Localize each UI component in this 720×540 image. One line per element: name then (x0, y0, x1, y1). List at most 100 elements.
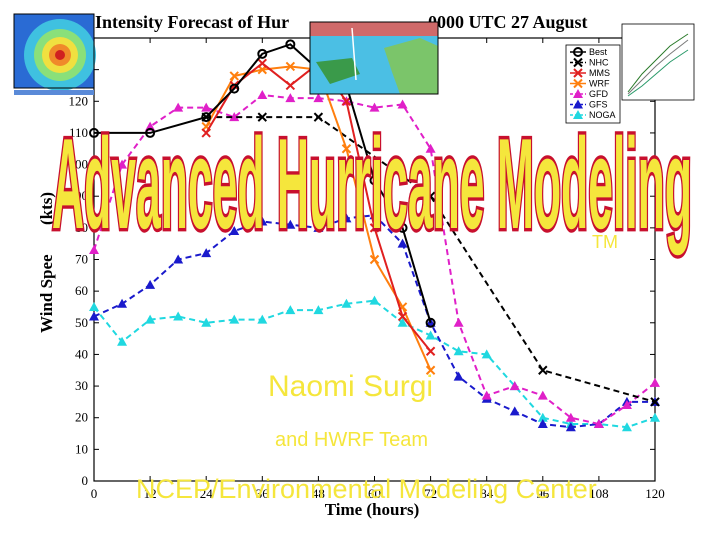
legend-item: WRF (570, 79, 610, 89)
data-point (313, 222, 324, 232)
data-point (257, 314, 268, 324)
data-point (257, 48, 268, 59)
data-point (201, 128, 211, 138)
data-point (173, 102, 184, 112)
legend-label: MMS (589, 68, 610, 78)
data-point (117, 159, 128, 169)
y-tick-label: 120 (69, 93, 89, 108)
data-point (369, 295, 380, 305)
track-error-inset (621, 23, 695, 101)
series-line (206, 116, 656, 403)
y-axis-label: Wind Spee (37, 254, 56, 333)
x-tick-label: 12 (144, 486, 157, 501)
data-point (425, 365, 436, 375)
x-tick-label: 84 (480, 486, 494, 501)
legend-label: NHC (589, 58, 609, 68)
data-point (369, 102, 380, 112)
trademark-mark: TM (592, 232, 618, 252)
data-point (173, 311, 184, 321)
legend-label: GFD (589, 89, 608, 99)
x-tick-label: 96 (536, 486, 550, 501)
data-point (650, 377, 660, 387)
data-point (397, 99, 408, 109)
data-point (481, 349, 492, 359)
data-point (117, 298, 128, 308)
data-point (89, 311, 99, 321)
data-point (481, 390, 492, 400)
legend-item: GFD (570, 89, 608, 99)
legend-marker (573, 99, 583, 109)
team-credit: and HWRF Team (275, 429, 429, 451)
organization-name: NCEP/Environmental Modeling Center (136, 474, 597, 504)
data-point (229, 226, 240, 236)
x-tick-label: 36 (256, 486, 270, 501)
data-point (313, 93, 324, 103)
y-axis-label-units: (kts) (37, 192, 56, 225)
data-point (257, 112, 268, 122)
data-point (565, 422, 576, 432)
y-tick-label: 40 (75, 346, 88, 361)
legend-marker (573, 68, 583, 78)
data-point (313, 112, 324, 122)
x-tick-label: 48 (312, 486, 325, 501)
x-tick-label: 60 (368, 486, 381, 501)
track-map-inset (309, 21, 439, 95)
data-point (201, 102, 212, 112)
data-point (285, 305, 296, 315)
data-point (509, 381, 520, 391)
legend-marker (573, 57, 583, 68)
x-axis-label: Time (hours) (325, 500, 420, 519)
data-point (453, 317, 464, 327)
data-point (397, 238, 408, 248)
data-point (145, 121, 156, 131)
legend-marker (573, 89, 583, 98)
data-point (397, 311, 408, 322)
data-point (89, 245, 99, 255)
data-point (425, 317, 436, 328)
presenter-name: Naomi Surgi (268, 370, 434, 403)
chart-title: Intensity Forecast of Hur (95, 12, 289, 32)
y-tick-label: 60 (75, 283, 88, 298)
legend-label: NOGA (589, 110, 616, 120)
legend-item: MMS (570, 68, 610, 78)
data-point (341, 96, 352, 106)
data-point (313, 305, 324, 315)
y-tick-label: 10 (75, 441, 88, 456)
y-tick-label: 90 (75, 188, 88, 203)
series-line (93, 93, 656, 426)
y-tick-label: 100 (69, 157, 89, 172)
y-tick-label: 110 (69, 125, 88, 140)
data-point (285, 219, 296, 229)
data-point (453, 371, 464, 381)
overlay-title: Advanced Hurricane Modeling (52, 113, 692, 257)
legend-label: Best (589, 47, 608, 57)
data-point (425, 191, 436, 201)
data-point (369, 175, 380, 186)
legend-label: GFS (589, 100, 608, 110)
data-point (369, 254, 380, 265)
data-point (173, 254, 184, 264)
data-point (229, 314, 240, 324)
data-point (509, 406, 520, 416)
data-point (201, 112, 212, 123)
data-point (285, 80, 296, 91)
data-point (397, 317, 408, 327)
x-tick-label: 108 (589, 486, 609, 501)
data-point (201, 317, 212, 327)
data-point (89, 127, 99, 138)
data-point (229, 112, 240, 122)
chart-title-date: 0000 UTC 27 August (428, 12, 588, 32)
data-point (425, 143, 436, 153)
data-point (89, 301, 99, 311)
data-point (341, 213, 352, 223)
legend-item: NHC (570, 58, 609, 68)
y-tick-label: 80 (75, 220, 88, 235)
data-point (453, 346, 464, 356)
y-tick-label: 50 (75, 315, 88, 330)
data-point (229, 83, 240, 94)
data-point (285, 39, 296, 50)
data-point (650, 397, 660, 407)
data-point (397, 222, 408, 233)
